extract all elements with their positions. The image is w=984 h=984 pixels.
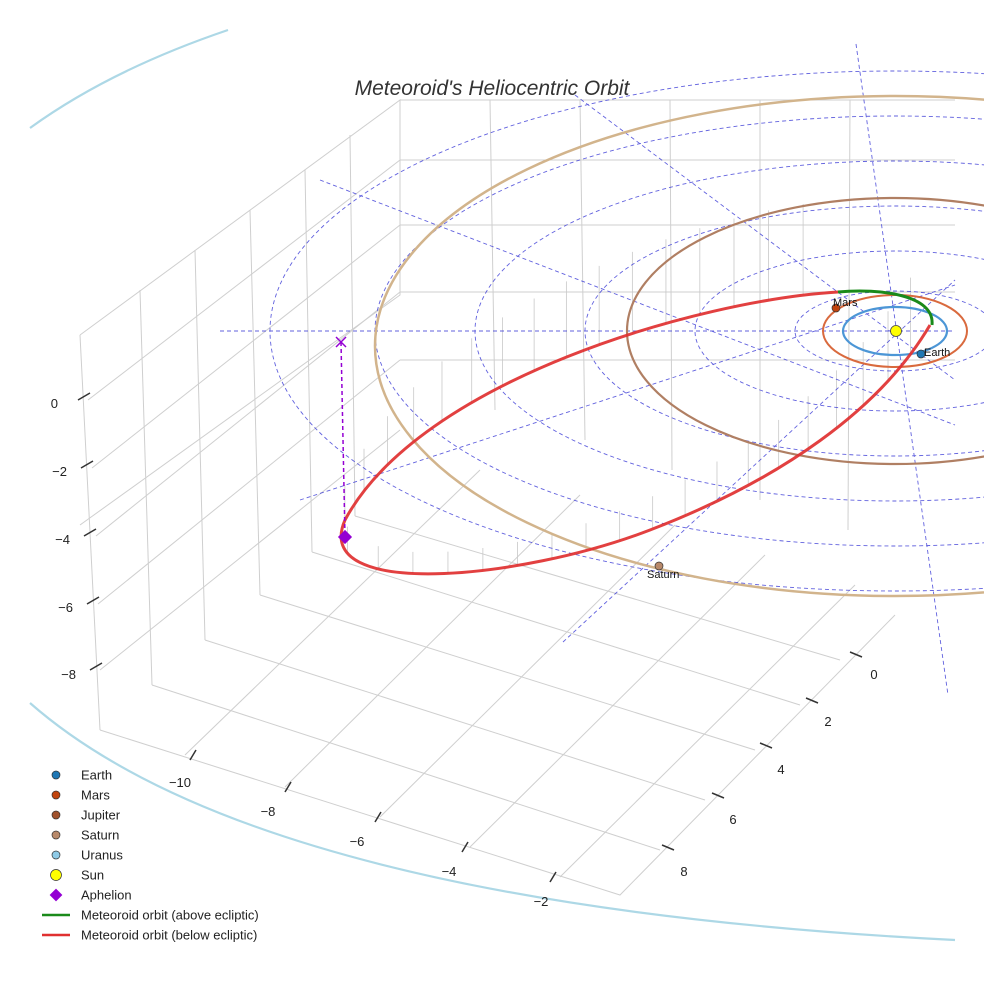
y-tick: 4: [777, 762, 784, 777]
y-tick: 6: [729, 812, 736, 827]
z-tick: −4: [55, 532, 70, 547]
meteoroid-orbit-below: [339, 290, 932, 576]
aphelion-marker: [337, 529, 353, 545]
z-tick: −2: [52, 464, 67, 479]
mars-label: Mars: [833, 297, 858, 309]
orbit-drop-lines: [344, 204, 911, 574]
x-axis: [189, 749, 557, 883]
jupiter-orbit: [625, 196, 984, 466]
legend-label: Meteoroid orbit (above ecliptic): [81, 908, 259, 923]
x-tick: −2: [534, 894, 549, 909]
mars-marker: [831, 303, 841, 313]
legend-marker: [51, 770, 61, 780]
meteoroid-orbit-above: [837, 289, 934, 326]
legend-marker: [50, 869, 62, 881]
legend-label: Earth: [81, 768, 112, 783]
chart-title: Meteoroid's Heliocentric Orbit: [355, 77, 631, 100]
saturn-marker: [654, 561, 664, 571]
legend-label: Mars: [81, 788, 110, 803]
legend-label: Meteoroid orbit (below ecliptic): [81, 928, 257, 943]
x-tick: −6: [350, 834, 365, 849]
saturn-orbit: [373, 94, 984, 598]
z-tick: −8: [61, 667, 76, 682]
legend-marker: [51, 790, 61, 800]
earth-marker: [916, 349, 926, 359]
x-tick: −10: [169, 775, 191, 790]
x-tick: −4: [442, 864, 457, 879]
legend: Earth Mars Jupiter Saturn Uranus Sun Aphelion M…: [42, 768, 259, 943]
legend-label: Aphelion: [81, 888, 132, 903]
z-tick: 0: [51, 396, 58, 411]
y-tick: 8: [680, 864, 687, 879]
earth-orbit: [841, 305, 949, 357]
grid-box: [79, 99, 955, 896]
z-tick: −6: [58, 600, 73, 615]
sun-marker: [890, 325, 902, 337]
legend-marker: [51, 810, 61, 820]
legend-marker: [51, 850, 61, 860]
x-tick: −8: [261, 804, 276, 819]
saturn-label: Saturn: [647, 569, 679, 581]
y-axis: [661, 651, 863, 851]
legend-label: Sun: [81, 868, 104, 883]
legend-label: Jupiter: [81, 808, 121, 823]
legend-label: Saturn: [81, 828, 119, 843]
aphelion-drop-line: [340, 341, 346, 538]
legend-marker: [51, 830, 61, 840]
earth-label: Earth: [924, 347, 950, 359]
uranus-orbit-top: [29, 28, 229, 129]
legend-label: Uranus: [81, 848, 123, 863]
y-tick: 2: [824, 714, 831, 729]
aphelion-projection-marker: [335, 336, 347, 348]
uranus-orbit-bottom: [29, 702, 956, 942]
z-axis: [77, 392, 103, 671]
legend-marker: [49, 888, 63, 902]
y-tick: 0: [870, 667, 877, 682]
